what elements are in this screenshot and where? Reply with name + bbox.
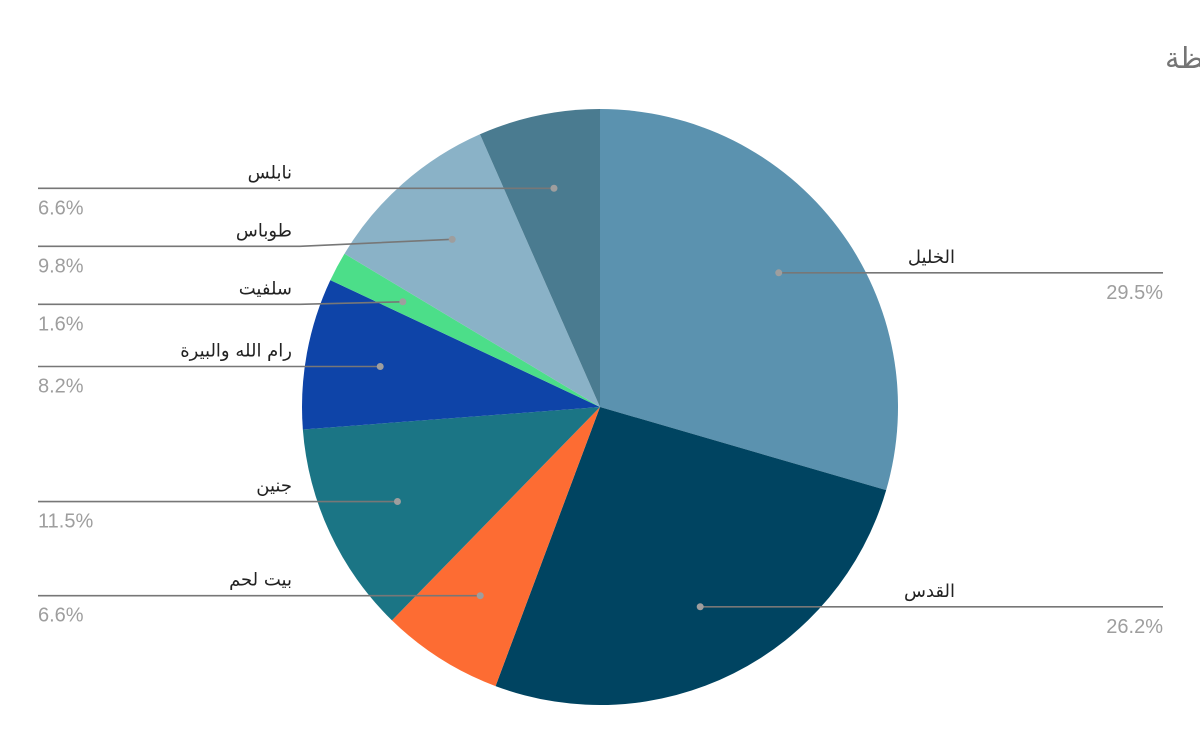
slice-percent-1: 29.5% <box>1106 282 1163 304</box>
slice-percent-5: 8.2% <box>38 376 84 398</box>
slice-label-5: رام الله والبيرة <box>180 341 292 362</box>
pie-slice-5 <box>302 280 600 430</box>
pie-labels: الخليل 29.5% القدس 26.2% بيت لحم 6.6% جنين 11.5… <box>38 162 1163 638</box>
leader-dot-4 <box>393 498 401 506</box>
slice-percent-2: 26.2% <box>1106 616 1163 638</box>
leader-dot-1 <box>775 269 783 277</box>
chart-title: توزيع المنشآت الخاصة المهدومة حسب المحاف… <box>1165 40 1200 75</box>
leader-dot-3 <box>476 592 484 600</box>
pie-slice-7 <box>344 134 600 408</box>
pie-slice-3 <box>391 407 600 687</box>
slice-label-8: نابلس <box>248 162 292 183</box>
leader-dot-6 <box>399 298 407 306</box>
leader-dot-7 <box>448 235 456 243</box>
pie-slice-1 <box>600 109 899 491</box>
slice-percent-6: 1.6% <box>38 313 84 335</box>
slice-label-6: سلفيت <box>239 278 292 299</box>
slice-label-4: جنين <box>256 476 292 497</box>
leader-dot-2 <box>696 603 704 611</box>
leader-dot-8 <box>550 184 558 192</box>
leader-line-7 <box>38 238 453 248</box>
slice-label-1: الخليل <box>908 247 955 268</box>
slice-percent-3: 6.6% <box>38 605 84 627</box>
slice-percent-4: 11.5% <box>38 511 93 533</box>
slice-percent-8: 6.6% <box>38 197 84 219</box>
pie-slice-4 <box>302 407 600 621</box>
slice-label-7: طوباس <box>236 220 292 241</box>
pie-slices <box>302 109 899 705</box>
pie-slice-6 <box>330 253 600 407</box>
slice-label-2: القدس <box>904 581 955 602</box>
slice-label-3: بيت لحم <box>229 570 292 591</box>
pie-slice-2 <box>495 407 887 705</box>
leader-dot-5 <box>376 363 384 371</box>
leader-line-6 <box>38 300 403 306</box>
pie-slice-8 <box>479 109 600 407</box>
slice-percent-7: 9.8% <box>38 255 84 277</box>
